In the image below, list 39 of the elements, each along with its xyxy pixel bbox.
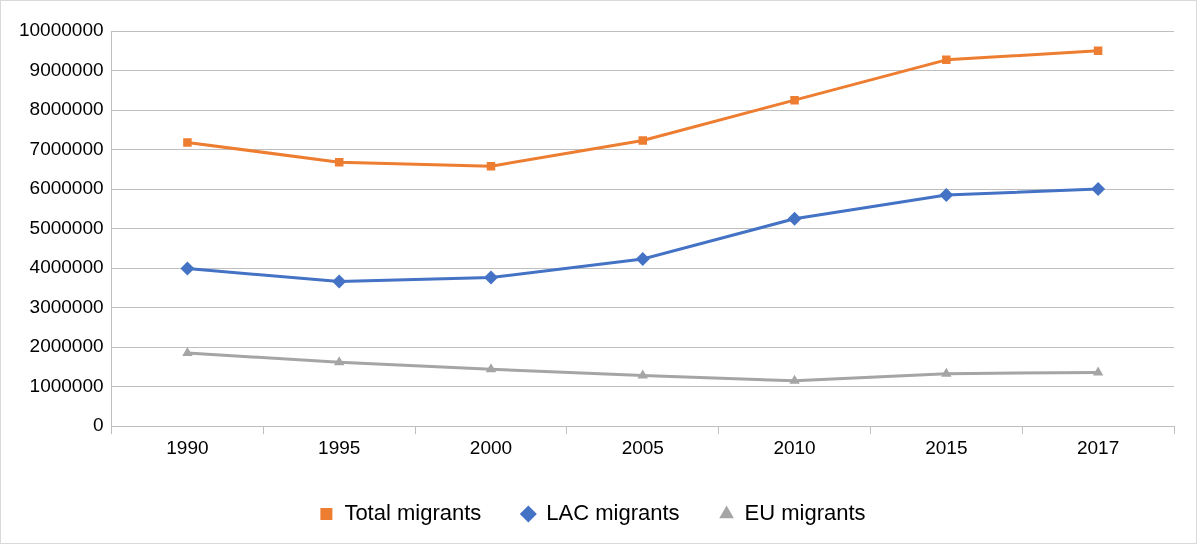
y-tick-label: 3000000 [29, 295, 104, 317]
y-tick-label: 7000000 [29, 137, 104, 159]
point [182, 347, 193, 357]
legend-label: LAC migrants [546, 500, 680, 526]
y-tick-label: 9000000 [29, 58, 104, 80]
x-tick-label: 2015 [925, 436, 968, 458]
x-tick-label: 2005 [621, 436, 664, 458]
point [1092, 366, 1104, 376]
point [180, 261, 195, 276]
y-tick-label: 10000000 [18, 19, 104, 41]
y-tick-label: 8000000 [29, 98, 104, 120]
point [485, 363, 497, 373]
y-tick-label: 6000000 [29, 177, 104, 199]
point [332, 274, 347, 289]
y-tick-label: 2000000 [29, 335, 104, 357]
point [635, 252, 650, 267]
point [789, 374, 800, 384]
point [638, 136, 648, 145]
point [790, 95, 799, 105]
x-tick-label: 2017 [1076, 436, 1120, 458]
x-tick-label: 2010 [773, 436, 816, 458]
x-tick-label: 1990 [166, 436, 209, 458]
y-tick-label: 4000000 [29, 256, 104, 278]
point [787, 211, 802, 226]
point [942, 55, 951, 65]
point [334, 356, 345, 366]
point [941, 367, 952, 377]
y-tick-label: 0 [92, 414, 104, 436]
legend-label: EU migrants [744, 500, 866, 526]
x-tick-label: 2000 [469, 436, 513, 458]
y-tick-label: 1000000 [29, 374, 104, 396]
point [1091, 182, 1106, 197]
point [183, 138, 192, 147]
point [637, 369, 648, 379]
x-tick-label: 1995 [318, 436, 361, 458]
point [483, 270, 498, 285]
point [939, 188, 954, 203]
y-tick-label: 5000000 [29, 216, 104, 238]
legend-label: Total migrants [344, 500, 482, 526]
